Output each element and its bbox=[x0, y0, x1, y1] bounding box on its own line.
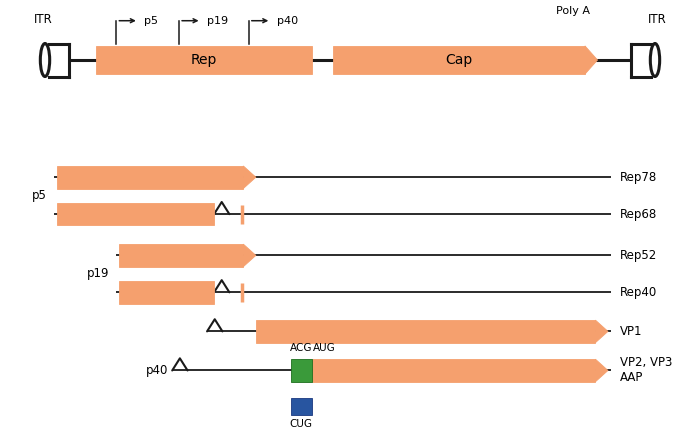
Text: Rep: Rep bbox=[190, 53, 217, 67]
Bar bbox=[332, 46, 585, 74]
Bar bbox=[290, 398, 312, 415]
Bar bbox=[118, 244, 244, 267]
Text: p40: p40 bbox=[276, 16, 298, 26]
Bar bbox=[312, 359, 596, 382]
Text: Rep78: Rep78 bbox=[620, 171, 657, 184]
Text: Poly A: Poly A bbox=[556, 7, 590, 16]
Text: VP1: VP1 bbox=[620, 325, 643, 338]
Text: AUG: AUG bbox=[313, 343, 336, 353]
Polygon shape bbox=[585, 46, 598, 74]
Ellipse shape bbox=[41, 44, 50, 76]
Text: p40: p40 bbox=[146, 364, 169, 377]
Polygon shape bbox=[596, 320, 608, 343]
Text: Cap: Cap bbox=[445, 53, 472, 67]
Text: ITR: ITR bbox=[34, 13, 52, 26]
Bar bbox=[57, 203, 214, 225]
Ellipse shape bbox=[650, 44, 659, 76]
Text: p19: p19 bbox=[87, 267, 109, 281]
Text: p19: p19 bbox=[207, 16, 228, 26]
Text: ITR: ITR bbox=[648, 13, 666, 26]
Text: Rep52: Rep52 bbox=[620, 249, 657, 262]
Polygon shape bbox=[244, 244, 256, 267]
Text: CUG: CUG bbox=[290, 419, 313, 429]
Text: p5: p5 bbox=[32, 189, 47, 202]
Bar bbox=[290, 359, 312, 382]
Polygon shape bbox=[244, 166, 256, 188]
Bar bbox=[256, 320, 596, 343]
Text: ACG: ACG bbox=[290, 343, 312, 353]
Text: VP2, VP3
AAP: VP2, VP3 AAP bbox=[620, 357, 672, 385]
Bar bbox=[57, 166, 244, 188]
Bar bbox=[95, 46, 312, 74]
Text: Rep40: Rep40 bbox=[620, 286, 657, 299]
Text: Rep68: Rep68 bbox=[620, 208, 657, 221]
Bar bbox=[118, 281, 214, 304]
Text: p5: p5 bbox=[144, 16, 158, 26]
Polygon shape bbox=[596, 359, 608, 382]
